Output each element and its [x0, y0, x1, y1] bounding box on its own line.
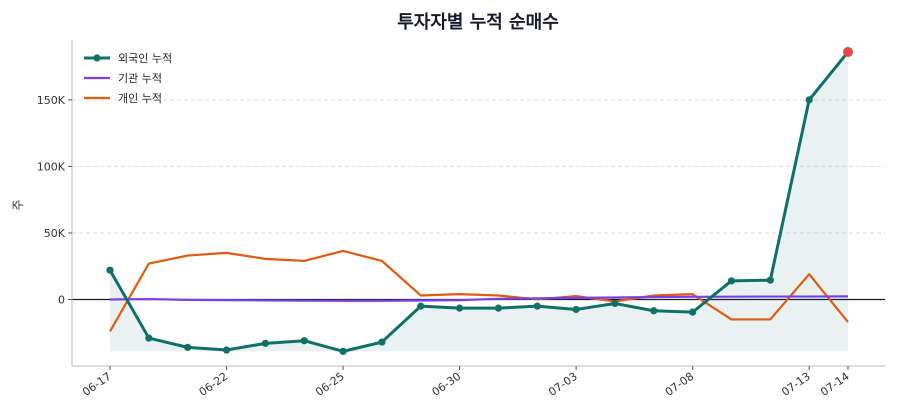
data-point	[766, 276, 774, 284]
legend-label: 기관 누적	[118, 72, 162, 85]
data-point	[494, 304, 503, 312]
series-line-2	[109, 249, 849, 332]
data-point	[222, 346, 231, 354]
x-tick-label: 07-03	[546, 370, 580, 399]
data-point	[455, 304, 464, 312]
x-tick-label: 06-22	[197, 370, 231, 399]
data-point	[805, 96, 813, 104]
legend-label: 외국인 누적	[118, 52, 172, 65]
data-point	[106, 266, 114, 274]
grid	[72, 99, 885, 234]
data-point	[417, 302, 425, 310]
x-tick-label: 07-08	[663, 370, 697, 399]
series-line-0	[108, 51, 850, 353]
series-line-1	[109, 295, 849, 302]
y-tick-label: 150K	[37, 94, 66, 107]
data-point	[572, 305, 580, 314]
data-point	[300, 337, 308, 345]
y-tick-label: 50K	[44, 227, 66, 240]
x-tick-label: 06-30	[430, 370, 464, 399]
series-lines	[106, 46, 853, 355]
data-point	[378, 338, 386, 346]
x-tick-label: 07-14	[818, 370, 852, 399]
x-tick-label: 07-13	[779, 370, 813, 399]
y-tick-label: 100K	[37, 160, 66, 173]
data-point	[727, 277, 736, 285]
legend-label: 개인 누적	[118, 92, 162, 105]
series-area-fill	[110, 51, 848, 352]
axes	[71, 40, 885, 367]
data-point	[261, 339, 269, 347]
data-point	[689, 308, 697, 316]
x-tick-label: 06-25	[313, 370, 347, 399]
chart-title: 투자자별 누적 순매수	[397, 12, 559, 33]
data-point	[339, 347, 347, 355]
data-point	[650, 307, 658, 315]
data-point	[145, 334, 153, 342]
x-tick-label: 06-17	[80, 370, 114, 399]
y-tick-label: 0	[58, 293, 65, 306]
data-point	[611, 299, 619, 308]
data-point	[533, 302, 541, 310]
y-axis-label: 주	[11, 199, 25, 210]
y-ticks: 0 50K 100K 150K	[37, 94, 72, 306]
data-point	[184, 343, 192, 351]
x-ticks: 06-17 06-22 06-25 06-30 07-03 07-08 07-13 07-14	[80, 366, 852, 399]
legend-marker	[93, 54, 101, 62]
area-fill	[110, 51, 848, 352]
highlight-point	[843, 46, 853, 57]
